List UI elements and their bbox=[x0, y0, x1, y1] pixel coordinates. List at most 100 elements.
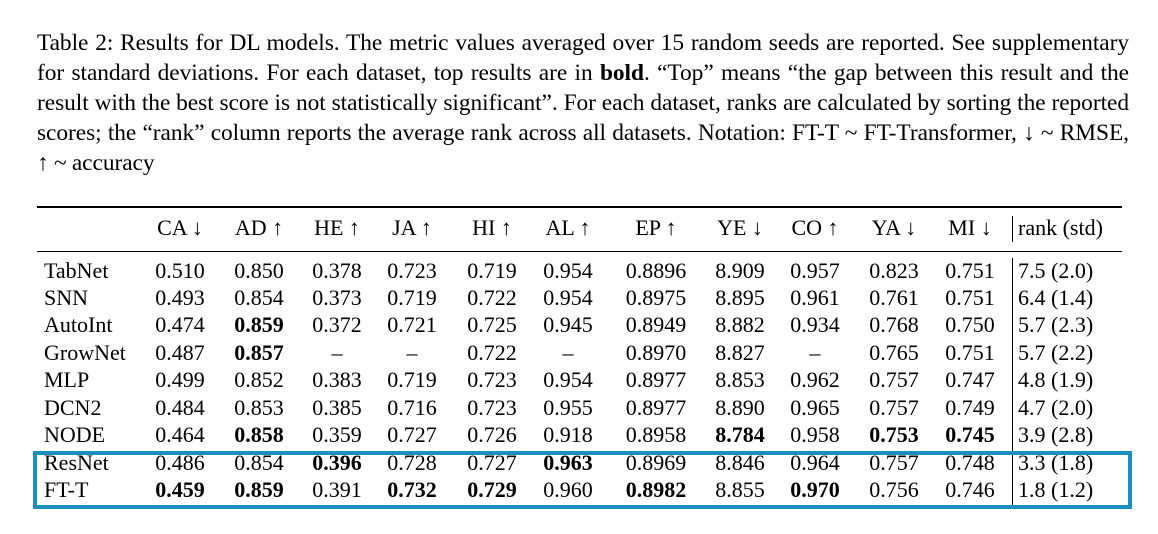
row-model-name: MLP bbox=[44, 367, 90, 392]
row-rank: 5.7 (2.3) bbox=[1018, 312, 1094, 337]
table-cell: 8.855 bbox=[715, 477, 765, 502]
table-cell: 8.909 bbox=[715, 258, 765, 283]
table-cell: 0.750 bbox=[945, 312, 995, 337]
table-cell: 0.726 bbox=[467, 422, 517, 447]
row-model-name: GrowNet bbox=[44, 340, 126, 365]
table-cell: 0.757 bbox=[869, 395, 919, 420]
table-cell: 0.954 bbox=[543, 367, 593, 392]
table-caption: Table 2: Results for DL models. The metr… bbox=[37, 28, 1129, 178]
row-model-name: DCN2 bbox=[44, 395, 102, 420]
column-header: EP ↑ bbox=[635, 215, 677, 240]
table-cell: – bbox=[331, 340, 343, 365]
table-cell: 0.768 bbox=[869, 312, 919, 337]
table-cell: – bbox=[562, 340, 574, 365]
table-cell: 0.378 bbox=[312, 258, 362, 283]
table-cell: 8.882 bbox=[715, 312, 765, 337]
table-cell: 8.827 bbox=[715, 340, 765, 365]
caption-text-2: . “Top” means “the gap between this resu… bbox=[37, 60, 1129, 176]
column-header-rank: rank (std) bbox=[1018, 215, 1103, 240]
highlight-box bbox=[33, 451, 1132, 509]
table-cell: 0.8896 bbox=[625, 258, 687, 283]
table-cell: 0.749 bbox=[945, 395, 995, 420]
table-cell: 0.8949 bbox=[625, 312, 687, 337]
table-cell: 0.918 bbox=[543, 422, 593, 447]
table-cell: 0.721 bbox=[387, 312, 437, 337]
table-cell: 8.853 bbox=[715, 367, 765, 392]
table-cell: 0.957 bbox=[790, 258, 840, 283]
column-header: HI ↑ bbox=[472, 215, 512, 240]
column-header: MI ↓ bbox=[948, 215, 992, 240]
table-cell: 0.858 bbox=[234, 422, 284, 447]
table-cell: 0.359 bbox=[312, 422, 362, 447]
column-header: CO ↑ bbox=[791, 215, 839, 240]
table-cell: 0.747 bbox=[945, 367, 995, 392]
table-cell: 0.722 bbox=[467, 340, 517, 365]
caption-bold-word: bold bbox=[599, 60, 644, 86]
table-cell: 0.8958 bbox=[625, 422, 687, 447]
table-cell: 0.719 bbox=[387, 367, 437, 392]
table-cell: 0.934 bbox=[790, 312, 840, 337]
table-cell: 0.765 bbox=[869, 340, 919, 365]
column-header: AD ↑ bbox=[234, 215, 284, 240]
caption-text-1: Table 2: Results for DL models. The metr… bbox=[37, 30, 1129, 86]
row-rank: 3.9 (2.8) bbox=[1018, 422, 1094, 447]
table-cell: 0.723 bbox=[467, 395, 517, 420]
row-model-name: AutoInt bbox=[44, 312, 113, 337]
column-header: HE ↑ bbox=[314, 215, 360, 240]
row-rank: 4.8 (1.9) bbox=[1018, 367, 1094, 392]
table-cell: 0.945 bbox=[543, 312, 593, 337]
table-cell: 0.8975 bbox=[625, 285, 687, 310]
table-cell: 0.761 bbox=[869, 285, 919, 310]
row-model-name: FT-T bbox=[44, 477, 89, 502]
table-cell: 0.954 bbox=[543, 285, 593, 310]
table-cell: 0.961 bbox=[790, 285, 840, 310]
table-cell: 0.732 bbox=[387, 477, 437, 502]
row-rank: 4.7 (2.0) bbox=[1018, 395, 1094, 420]
table-cell: 0.8977 bbox=[625, 395, 687, 420]
table-cell: 8.895 bbox=[715, 285, 765, 310]
table-cell: – bbox=[406, 340, 418, 365]
table-cell: 0.960 bbox=[543, 477, 593, 502]
table-cell: 0.965 bbox=[790, 395, 840, 420]
column-header: YE ↓ bbox=[717, 215, 763, 240]
table-cell: 0.723 bbox=[467, 367, 517, 392]
rank-column-separator-header bbox=[1012, 216, 1013, 242]
table-cell: 0.962 bbox=[790, 367, 840, 392]
table-cell: 0.853 bbox=[234, 395, 284, 420]
table-cell: 0.8970 bbox=[625, 340, 687, 365]
table-cell: 0.954 bbox=[543, 258, 593, 283]
table-cell: 0.852 bbox=[234, 367, 284, 392]
table-cell: 0.372 bbox=[312, 312, 362, 337]
table-cell: 8.890 bbox=[715, 395, 765, 420]
table-cell: 0.751 bbox=[945, 340, 995, 365]
table-cell: 0.723 bbox=[387, 258, 437, 283]
table-cell: 0.8977 bbox=[625, 367, 687, 392]
table-cell: 0.958 bbox=[790, 422, 840, 447]
table-cell: 0.859 bbox=[234, 477, 284, 502]
column-header: CA ↓ bbox=[157, 215, 203, 240]
table-cell: 0.383 bbox=[312, 367, 362, 392]
table-cell: 0.487 bbox=[155, 340, 205, 365]
table-cell: 0.716 bbox=[387, 395, 437, 420]
table-cell: 0.727 bbox=[387, 422, 437, 447]
table-cell: 0.373 bbox=[312, 285, 362, 310]
column-header: YA ↓ bbox=[871, 215, 917, 240]
table-cell: 0.725 bbox=[467, 312, 517, 337]
table-cell: 0.729 bbox=[467, 477, 517, 502]
table-cell: 0.751 bbox=[945, 285, 995, 310]
row-model-name: NODE bbox=[44, 422, 106, 447]
column-header: JA ↑ bbox=[392, 215, 432, 240]
table-cell: 8.784 bbox=[715, 422, 765, 447]
table-cell: 0.719 bbox=[387, 285, 437, 310]
table-cell: 0.756 bbox=[869, 477, 919, 502]
table-cell: 0.970 bbox=[790, 477, 840, 502]
table-cell: 0.510 bbox=[155, 258, 205, 283]
table-cell: 0.746 bbox=[945, 477, 995, 502]
table-cell: 0.857 bbox=[234, 340, 284, 365]
table-cell: 0.464 bbox=[155, 422, 205, 447]
table-cell: 0.719 bbox=[467, 258, 517, 283]
table-cell: 0.823 bbox=[869, 258, 919, 283]
row-rank: 1.8 (1.2) bbox=[1018, 477, 1094, 502]
table-cell: – bbox=[809, 340, 821, 365]
table-cell: 0.955 bbox=[543, 395, 593, 420]
